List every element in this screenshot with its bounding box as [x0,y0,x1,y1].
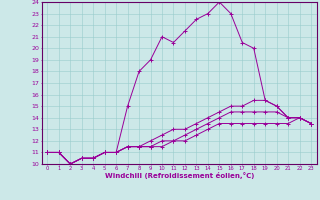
X-axis label: Windchill (Refroidissement éolien,°C): Windchill (Refroidissement éolien,°C) [105,172,254,179]
